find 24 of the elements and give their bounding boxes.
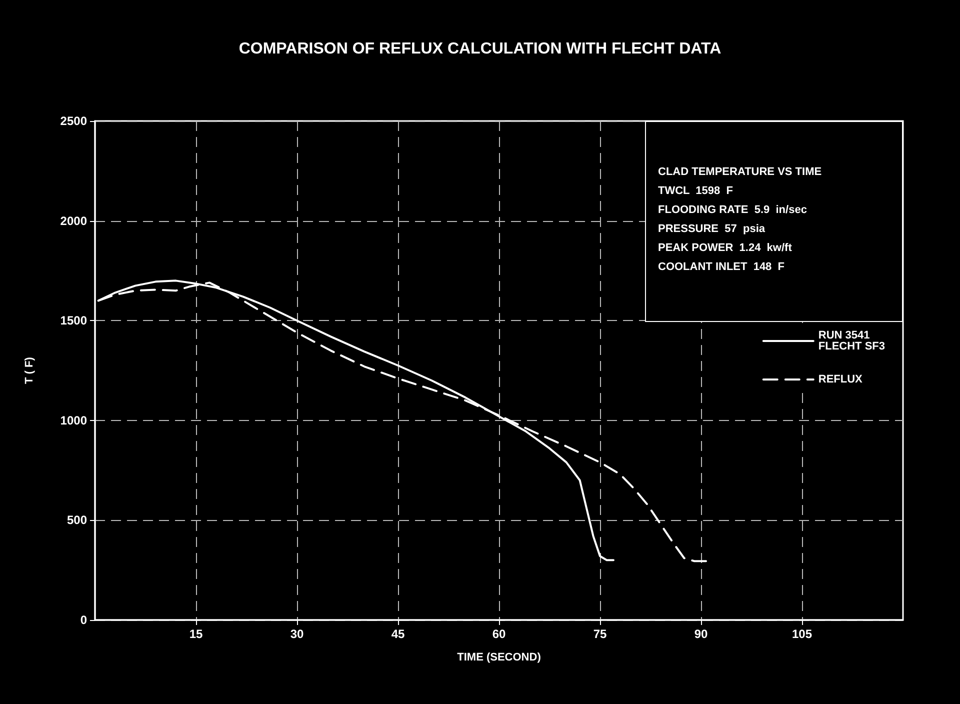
- annotation: FLOODING RATE 5.9 in/sec: [658, 204, 807, 216]
- y-tick-label: 500: [66, 513, 88, 528]
- x-tick-label: 105: [792, 627, 812, 641]
- y-axis-title: T ( F): [24, 356, 36, 384]
- annotation: CLAD TEMPERATURE VS TIME: [658, 166, 822, 178]
- x-tick-label: 90: [694, 627, 708, 641]
- x-tick-label: 45: [391, 627, 405, 641]
- y-tick-label: 2000: [60, 214, 88, 228]
- annotation: PEAK POWER 1.24 kw/ft: [658, 242, 792, 254]
- annotation: TWCL 1598 F: [658, 185, 733, 197]
- annotation: COOLANT INLET 148 F: [658, 261, 785, 273]
- annotation: PRESSURE 57 psia: [658, 223, 765, 235]
- legend-label: RUN 3541 FLECHT SF3: [818, 330, 886, 352]
- x-tick-label: 75: [593, 627, 607, 641]
- y-tick-label: 1500: [60, 314, 88, 328]
- x-tick-label: 60: [492, 627, 506, 641]
- x-tick-label: 30: [290, 627, 304, 641]
- y-tick-label: 2500: [60, 114, 88, 128]
- y-tick-label: 1000: [60, 413, 88, 428]
- y-tick-label: 0: [80, 613, 88, 627]
- x-axis-title: TIME (SECOND): [457, 652, 542, 664]
- chart-title: COMPARISON OF REFLUX CALCULATION WITH FLECHT DATA: [238, 40, 722, 58]
- legend-label: REFLUX: [818, 374, 864, 386]
- x-tick-label: 15: [189, 627, 203, 641]
